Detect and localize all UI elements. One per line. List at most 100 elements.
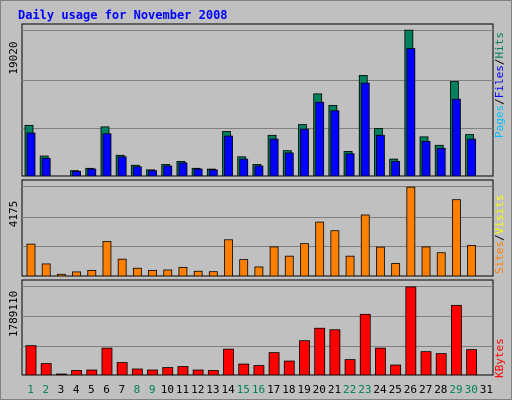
x-tick-label: 11 [176,383,189,396]
bar-kbytes [192,369,204,376]
bar-kbytes [116,362,128,376]
bar-kbytes [223,348,234,376]
x-tick-label: 5 [88,383,95,396]
bar-kbytes [451,304,462,376]
legend-visits: Visits [493,195,506,235]
bar-sites [208,271,218,277]
bar-kbytes [86,369,98,376]
bar-sites [87,269,97,277]
legend-middle: Sites/Visits [493,195,506,275]
x-tick-label: 9 [149,383,156,396]
bar-sites [132,267,142,277]
bar-files [208,169,218,177]
x-tick-label: 2 [42,383,49,396]
bar-sites [406,186,416,277]
x-tick-label: 28 [434,383,447,396]
bar-files [117,156,127,177]
x-tick-label: 23 [358,383,371,396]
svg-text:Pages/Files/Hits: Pages/Files/Hits [493,32,506,138]
legend-kbytes: KBytes [493,338,506,378]
x-tick-label: 29 [449,383,462,396]
bar-files [269,138,279,177]
x-axis-labels: 1 2 3 4 5 6 7 8 9 10 11 12 13 14 15 16 17 18 19 20 21 22 23 24 2… [27,383,493,396]
bar-kbytes [177,366,189,376]
x-tick-label: 14 [221,383,235,396]
bar-files [178,162,188,177]
legend-sites: Sites [493,241,506,274]
x-tick-label: 26 [404,383,417,396]
bar-sites [117,258,127,277]
legend-files: Files [493,65,506,98]
bar-kbytes [238,363,250,376]
bar-files [345,153,355,177]
x-tick-label: 10 [161,383,174,396]
bar-files [360,82,370,177]
bar-sites [224,239,233,277]
bar-sites [148,269,157,277]
x-tick-label: 6 [103,383,110,396]
bar-kbytes [390,364,402,376]
x-tick-label: 18 [282,383,295,396]
bar-sites [345,255,355,277]
bar-files [315,101,325,177]
bar-files [467,138,477,177]
bar-sites [360,214,370,277]
bar-sites [163,269,173,277]
bar-files [254,165,264,177]
bar-kbytes [435,353,447,376]
bar-sites [239,259,249,277]
bar-kbytes [131,368,143,376]
bar-files [148,170,157,177]
x-tick-label: 31 [480,383,493,396]
x-tick-label: 3 [58,383,65,396]
bar-files [376,134,385,177]
bar-sites [452,199,461,277]
bar-files [300,128,309,177]
bar-kbytes [420,351,432,376]
bar-sites [41,263,51,277]
bar-sites [467,244,477,277]
bar-kbytes [299,340,310,376]
bar-kbytes [405,286,417,376]
bar-files [284,152,294,177]
bar-sites [178,266,188,277]
x-tick-label: 20 [313,383,326,396]
x-tick-label: 25 [389,383,402,396]
bar-kbytes [25,345,37,376]
legend-sep: / [493,98,506,105]
bar-files [87,168,97,177]
x-tick-label: 21 [328,383,341,396]
bar-sites [391,263,401,277]
bar-sites [193,270,203,277]
x-tick-label: 12 [191,383,204,396]
bar-sites [102,241,112,277]
bar-kbytes [375,347,386,376]
bar-sites [72,271,81,277]
bar-kbytes [329,329,341,376]
legend-sep: / [493,59,506,66]
chart-title: Daily usage for November 2008 [18,8,228,22]
bar-kbytes [55,373,67,376]
bar-sites [330,230,340,277]
legend-hits: Hits [493,32,506,59]
bar-files [102,133,112,177]
y-max-label: 19020 [7,41,20,74]
y-max-label: 4175 [7,201,20,228]
bar-kbytes [253,365,265,376]
bar-files [132,166,142,177]
x-tick-label: 15 [237,383,250,396]
bar-files [406,48,416,177]
bar-sites [436,252,446,277]
svg-text:KBytes: KBytes [493,338,506,378]
bar-files [436,147,446,177]
bar-files [452,98,461,177]
y-max-label: 1789110 [7,291,20,337]
legend-bottom: KBytes [493,338,506,378]
bar-files [72,170,81,177]
bar-kbytes [268,352,280,376]
bar-sites [300,243,309,277]
bar-sites [284,255,294,277]
bar-kbytes [283,360,295,376]
